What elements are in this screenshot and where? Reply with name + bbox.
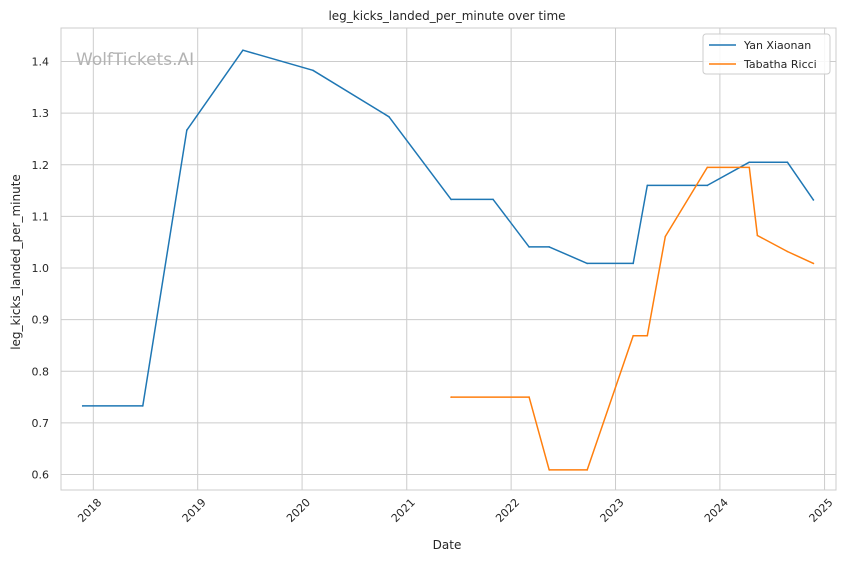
y-axis-label: leg_kicks_landed_per_minute — [9, 174, 23, 350]
data-point — [632, 334, 634, 337]
data-point — [388, 116, 390, 118]
grid — [61, 28, 836, 490]
data-point — [786, 161, 789, 163]
y-tick-label: 0.9 — [32, 314, 50, 327]
y-axis-ticks: 0.6 0.7 0.8 0.9 1.0 1.1 1.2 1.3 1.4 — [32, 56, 50, 482]
y-tick-label: 0.6 — [32, 469, 50, 482]
data-point — [646, 334, 649, 337]
data-point — [81, 405, 84, 407]
data-point — [492, 198, 494, 201]
data-point — [756, 234, 759, 237]
data-point — [186, 129, 188, 131]
chart-title: leg_kicks_landed_per_minute over time — [328, 9, 565, 23]
legend: Yan Xiaonan Tabatha Ricci — [702, 33, 831, 75]
data-point — [548, 469, 550, 471]
legend-label: Yan Xiaonan — [743, 39, 811, 52]
y-tick-label: 0.7 — [32, 417, 50, 430]
plot-frame — [60, 27, 837, 491]
y-tick-label: 0.8 — [32, 365, 50, 378]
y-tick-label: 1.1 — [32, 210, 50, 223]
data-point — [812, 262, 815, 265]
data-point — [528, 246, 530, 248]
y-tick-label: 1.4 — [32, 56, 50, 69]
data-point — [632, 262, 634, 265]
y-tick-label: 1.0 — [32, 262, 50, 275]
watermark: WolfTickets.AI — [76, 50, 194, 70]
data-point — [706, 184, 709, 187]
data-point — [242, 49, 244, 51]
data-point — [548, 246, 550, 248]
data-point — [450, 396, 452, 398]
data-point — [812, 199, 815, 201]
data-point — [142, 405, 144, 407]
series-layer — [81, 49, 815, 471]
data-point — [748, 166, 751, 169]
legend-label: Tabatha Ricci — [743, 58, 817, 71]
data-point — [748, 161, 751, 163]
data-point — [664, 235, 667, 238]
data-point — [646, 184, 649, 187]
x-axis-label: Date — [433, 538, 462, 552]
data-point — [786, 250, 789, 253]
data-point — [450, 198, 452, 201]
series-line-tabatha-ricci — [450, 166, 815, 471]
y-tick-label: 1.3 — [32, 107, 50, 120]
data-point — [586, 469, 588, 471]
data-point — [312, 69, 314, 72]
data-point — [586, 262, 588, 265]
data-point — [706, 166, 709, 169]
data-point — [528, 396, 530, 398]
y-tick-label: 1.2 — [32, 159, 50, 172]
